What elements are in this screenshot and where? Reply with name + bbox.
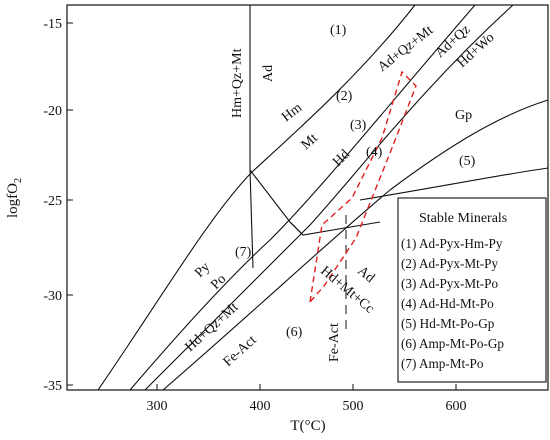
legend-item: (4) Ad-Hd-Mt-Po — [401, 296, 494, 311]
region-label-3: (3) — [350, 118, 367, 133]
field-label-fe-act-left: Fe-Act — [221, 333, 260, 370]
x-tick-label: 400 — [250, 399, 271, 414]
region-labels: (1) (2) (3) (4) (5) (6) (7) — [235, 23, 476, 340]
x-axis-label: T(°C) — [290, 418, 325, 434]
region-label-4: (4) — [366, 145, 383, 160]
field-label-ad-qz-mt: Ad+Qz+Mt — [375, 23, 436, 75]
field-label-gp: Gp — [455, 108, 472, 123]
region-label-2: (2) — [336, 89, 353, 104]
x-tick-label: 500 — [343, 399, 364, 414]
phase-boundaries — [97, 4, 549, 391]
region-label-5: (5) — [459, 154, 476, 169]
plot-frame — [66, 4, 549, 391]
y-tick-label: -20 — [43, 104, 62, 119]
region-label-6: (6) — [286, 325, 303, 340]
stable-field-boundary — [359, 167, 549, 201]
y-tick-label: -35 — [43, 379, 62, 394]
region-label-1: (1) — [330, 23, 347, 38]
field-label-ad-low: Ad — [354, 264, 377, 286]
field-label-py: Py — [192, 260, 213, 281]
x-tick-label: 300 — [147, 399, 168, 414]
y-tick-label: -30 — [43, 289, 62, 304]
field-label-mt: Mt — [299, 131, 321, 153]
field-label-ad: Ad — [261, 65, 276, 82]
legend-item: (3) Ad-Pyx-Mt-Po — [401, 276, 498, 291]
field-label-hd: Hd — [330, 147, 353, 170]
field-label-hm: Hm — [279, 100, 305, 125]
field-label-po: Po — [208, 272, 229, 293]
legend-title: Stable Minerals — [419, 211, 507, 226]
y-tick-label: -25 — [43, 194, 62, 209]
field-label-fe-act-mid: Fe-Act — [327, 323, 342, 362]
legend-item: (6) Amp-Mt-Po-Gp — [401, 336, 504, 351]
x-ticks — [156, 384, 457, 390]
y-tick-label: -15 — [43, 17, 62, 32]
py-po-upper-boundary — [249, 169, 304, 236]
field-label-hm-qz-mt: Hm+Qz+Mt — [230, 48, 245, 118]
x-tick-label: 600 — [446, 399, 467, 414]
legend-item: (5) Hd-Mt-Po-Gp — [401, 316, 495, 331]
gp-boundary — [162, 99, 549, 391]
legend-item: (7) Amp-Mt-Po — [401, 356, 484, 371]
hd-boundary — [129, 4, 476, 391]
legend: Stable Minerals (1) Ad-Pyx-Hm-Py (2) Ad-… — [397, 197, 547, 383]
y-axis-label-base: logfO — [5, 183, 21, 218]
region-label-7: (7) — [235, 245, 252, 260]
ad-qz-mt-boundary — [97, 4, 416, 391]
legend-item: (1) Ad-Pyx-Hm-Py — [401, 236, 503, 251]
y-axis-label-subscript: 2 — [13, 178, 24, 183]
py-po-lower-boundary — [289, 221, 381, 236]
y-ticks — [67, 22, 73, 386]
highlight-polygon — [308, 70, 417, 305]
y-axis-label: logfO2 — [5, 178, 24, 218]
hm-mt-vertical-boundary — [249, 5, 254, 269]
legend-item: (2) Ad-Pyx-Mt-Py — [401, 256, 498, 271]
ad-qz-boundary — [144, 4, 514, 391]
legend-box — [397, 197, 547, 383]
